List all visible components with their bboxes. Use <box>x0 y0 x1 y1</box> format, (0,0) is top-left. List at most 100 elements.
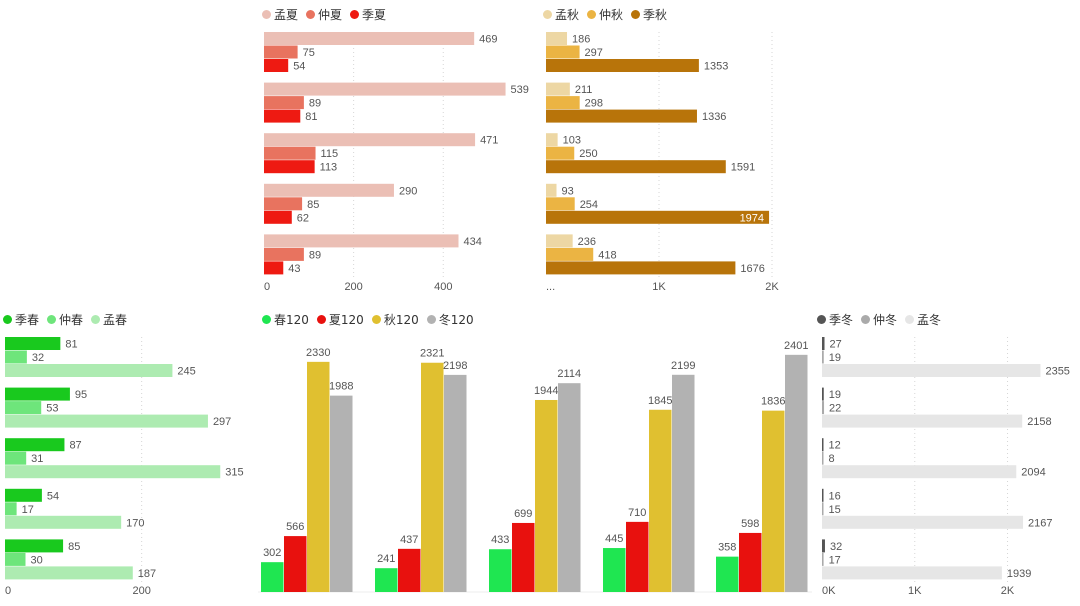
bar[interactable] <box>546 32 568 45</box>
legend-item-chun120[interactable]: 春120 <box>262 311 309 328</box>
bar[interactable] <box>5 552 26 566</box>
bar[interactable] <box>5 337 61 350</box>
bar[interactable] <box>822 364 1041 377</box>
bar[interactable] <box>264 59 289 72</box>
column[interactable] <box>626 521 649 592</box>
bar[interactable] <box>264 133 476 147</box>
bar[interactable] <box>5 350 27 364</box>
column[interactable] <box>649 409 672 592</box>
column[interactable] <box>716 556 739 592</box>
legend-item-dong120[interactable]: 冬120 <box>426 311 474 328</box>
bar[interactable] <box>546 59 699 72</box>
legend-label: 夏120 <box>328 313 364 327</box>
bar[interactable] <box>264 183 394 197</box>
bar[interactable] <box>264 247 304 261</box>
legend-item-qiu120[interactable]: 秋120 <box>371 311 419 328</box>
column[interactable] <box>762 410 785 592</box>
column[interactable] <box>672 374 695 592</box>
column[interactable] <box>739 532 762 592</box>
column[interactable] <box>375 568 398 592</box>
bar[interactable] <box>5 364 173 377</box>
bar[interactable] <box>5 539 64 553</box>
legend-item-mengqiu[interactable]: 孟秋 <box>543 6 579 23</box>
bar[interactable] <box>822 566 1002 580</box>
bar[interactable] <box>264 82 506 96</box>
bar[interactable] <box>264 45 298 59</box>
bar[interactable] <box>5 401 42 415</box>
bar[interactable] <box>822 350 824 364</box>
bar[interactable] <box>264 210 292 224</box>
bar[interactable] <box>546 109 697 123</box>
bar[interactable] <box>546 96 580 110</box>
bar[interactable] <box>546 197 575 211</box>
column[interactable] <box>421 362 444 592</box>
bar[interactable] <box>264 146 316 160</box>
bar[interactable] <box>822 515 1024 529</box>
legend-item-zhongchun[interactable]: 仲春 <box>47 311 83 328</box>
column[interactable] <box>512 522 535 592</box>
bar[interactable] <box>264 32 475 45</box>
bar[interactable] <box>546 261 736 275</box>
bar[interactable] <box>822 502 824 516</box>
bar[interactable] <box>546 234 573 248</box>
bar[interactable] <box>822 552 824 566</box>
bar[interactable] <box>822 401 825 415</box>
bar[interactable] <box>264 109 301 123</box>
column[interactable] <box>284 536 307 592</box>
bar[interactable] <box>5 387 70 401</box>
bar[interactable] <box>546 45 580 59</box>
bar[interactable] <box>264 261 284 275</box>
bar[interactable] <box>264 234 459 248</box>
legend-item-mengxia[interactable]: 孟夏 <box>262 6 298 23</box>
column[interactable] <box>558 383 581 592</box>
bar[interactable] <box>5 566 133 580</box>
column[interactable] <box>307 361 330 592</box>
bar[interactable] <box>5 465 221 479</box>
legend-item-xia120[interactable]: 夏120 <box>316 311 364 328</box>
column[interactable] <box>535 399 558 592</box>
bar[interactable] <box>546 247 594 261</box>
bar[interactable] <box>546 160 726 174</box>
bar[interactable] <box>822 451 824 465</box>
legend-item-zhongdong[interactable]: 仲冬 <box>861 311 897 328</box>
bar[interactable] <box>822 539 825 553</box>
bar[interactable] <box>822 414 1023 428</box>
bar[interactable] <box>822 337 825 350</box>
legend-item-mengdong[interactable]: 孟冬 <box>905 311 941 328</box>
bar[interactable] <box>822 465 1017 479</box>
bar[interactable] <box>5 451 27 465</box>
column[interactable] <box>261 562 284 592</box>
legend-item-jiqiu[interactable]: 季秋 <box>631 6 667 23</box>
column[interactable] <box>489 549 512 592</box>
bar[interactable] <box>264 160 315 174</box>
data-label: 302 <box>263 547 281 559</box>
bar[interactable] <box>5 438 65 452</box>
column[interactable] <box>603 548 626 592</box>
bar[interactable] <box>5 502 17 516</box>
column[interactable] <box>444 374 467 592</box>
bar[interactable] <box>546 146 575 160</box>
bar[interactable] <box>264 96 304 110</box>
legend-item-zhongqiu[interactable]: 仲秋 <box>587 6 623 23</box>
legend-item-jichun[interactable]: 季春 <box>3 311 39 328</box>
bar[interactable] <box>5 414 208 428</box>
bar[interactable] <box>546 183 557 197</box>
bar[interactable] <box>264 197 303 211</box>
legend-item-jixia[interactable]: 季夏 <box>350 6 386 23</box>
bar[interactable] <box>5 515 122 529</box>
legend-item-jidong[interactable]: 季冬 <box>817 311 853 328</box>
bar[interactable] <box>822 438 824 452</box>
legend-item-mengchun[interactable]: 孟春 <box>91 311 127 328</box>
column[interactable] <box>330 395 353 592</box>
bar[interactable] <box>822 387 824 401</box>
bar[interactable] <box>546 210 770 224</box>
bar[interactable] <box>546 82 570 96</box>
legend-item-zhongxia[interactable]: 仲夏 <box>306 6 342 23</box>
bar[interactable] <box>822 488 824 502</box>
bar[interactable] <box>546 133 558 147</box>
column[interactable] <box>785 354 808 592</box>
column[interactable] <box>398 548 421 592</box>
x-tick-label: 0K <box>822 585 836 597</box>
bar[interactable] <box>5 488 42 502</box>
